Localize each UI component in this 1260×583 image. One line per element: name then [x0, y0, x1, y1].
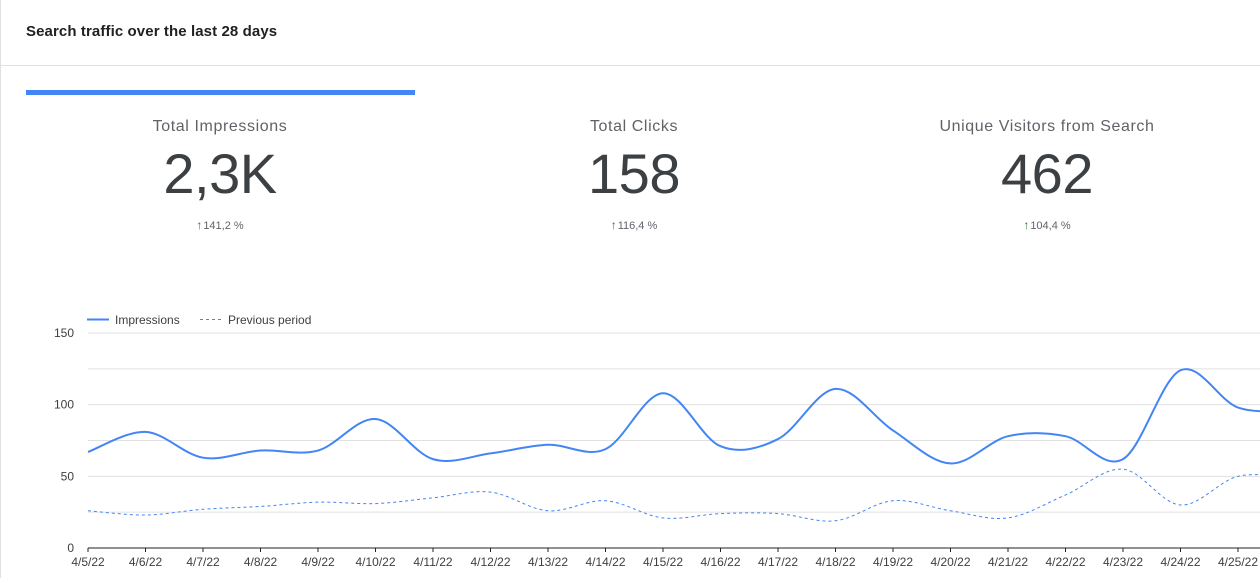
- x-tick-label: 4/18/22: [815, 555, 855, 569]
- x-tick-label: 4/24/22: [1160, 555, 1200, 569]
- x-tick-label: 4/22/22: [1045, 555, 1085, 569]
- metric-value: 462: [1001, 142, 1093, 205]
- x-tick-label: 4/16/22: [700, 555, 740, 569]
- impressions-line: [87, 368, 1260, 465]
- x-tick-label: 4/19/22: [873, 555, 913, 569]
- x-tick-label: 4/14/22: [585, 555, 625, 569]
- x-tick-label: 4/17/22: [758, 555, 798, 569]
- x-tick-label: 4/7/22: [186, 555, 220, 569]
- y-tick-label: 150: [54, 326, 74, 340]
- x-tick-label: 4/23/22: [1103, 555, 1143, 569]
- metric-delta-value: 104,4 %: [1030, 220, 1071, 232]
- x-tick-label: 4/20/22: [930, 555, 970, 569]
- legend-previous-period-label: Previous period: [228, 313, 311, 327]
- traffic-line-chart: 0 50 100 150 4/5/22 4/6/22 4/7/22 4/8/22 4/9/22 4…: [1, 300, 1260, 578]
- metric-delta-value: 116,4 %: [617, 220, 658, 232]
- x-tick-label: 4/25/22: [1218, 555, 1258, 569]
- metric-total-impressions[interactable]: Total Impressions 2,3K ↑141,2 %: [14, 117, 426, 233]
- metric-unique-visitors[interactable]: Unique Visitors from Search 462 ↑104,4 %: [841, 117, 1253, 233]
- metric-delta: ↑104,4 %: [841, 218, 1253, 233]
- metric-delta-value: 141,2 %: [203, 220, 244, 232]
- metric-delta: ↑116,4 %: [428, 218, 840, 233]
- x-tick-label: 4/9/22: [301, 555, 335, 569]
- arrow-up-icon: ↑: [1023, 218, 1030, 232]
- x-tick-label: 4/21/22: [988, 555, 1028, 569]
- y-tick-label: 50: [61, 469, 75, 483]
- metric-label: Total Impressions: [152, 118, 288, 135]
- metric-delta: ↑141,2 %: [14, 218, 426, 233]
- card-header: Search traffic over the last 28 days: [1, 0, 1260, 66]
- x-tick-label: 4/11/22: [413, 555, 452, 569]
- arrow-up-icon: ↑: [610, 218, 617, 232]
- legend-impressions-label: Impressions: [115, 313, 180, 327]
- metric-label: Total Clicks: [589, 118, 679, 135]
- x-tick-label: 4/5/22: [71, 555, 105, 569]
- x-tick-label: 4/15/22: [643, 555, 683, 569]
- previous-period-line: [87, 468, 1260, 522]
- y-tick-label: 100: [54, 398, 74, 412]
- metric-label: Unique Visitors from Search: [939, 118, 1155, 135]
- metric-value: 158: [588, 142, 680, 205]
- y-tick-label: 0: [67, 541, 74, 555]
- card-title: Search traffic over the last 28 days: [26, 23, 278, 40]
- x-tick-label: 4/10/22: [355, 555, 395, 569]
- chart-svg: 0 50 100 150 4/5/22 4/6/22 4/7/22 4/8/22 4/9/22 4…: [54, 313, 1260, 569]
- metric-value: 2,3K: [163, 142, 277, 205]
- x-tick-label: 4/12/22: [470, 555, 510, 569]
- metric-total-clicks[interactable]: Total Clicks 158 ↑116,4 %: [428, 117, 840, 233]
- x-tick-label: 4/13/22: [528, 555, 568, 569]
- x-tick-label: 4/6/22: [129, 555, 163, 569]
- x-tick-label: 4/8/22: [244, 555, 278, 569]
- arrow-up-icon: ↑: [196, 218, 203, 232]
- active-metric-indicator: [26, 90, 415, 95]
